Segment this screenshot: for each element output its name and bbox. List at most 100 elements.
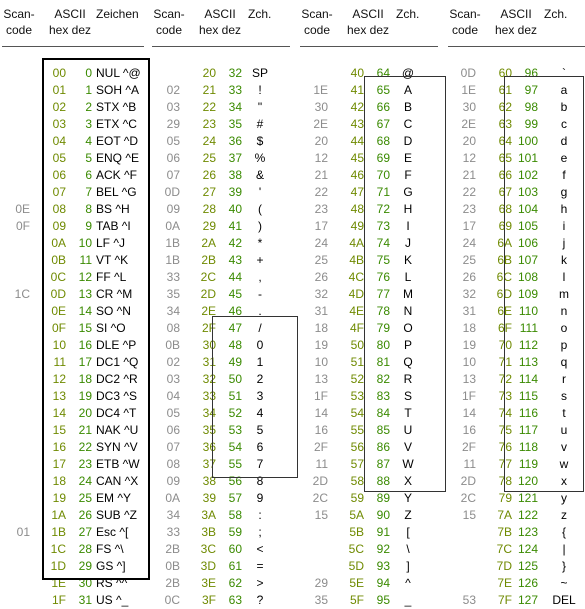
table-row: 29 23 35 # <box>150 115 298 133</box>
hex-value: 16 <box>52 440 66 454</box>
scan-code: 33 <box>166 525 180 539</box>
table-row: 0A 29 41) <box>150 217 298 235</box>
dec-value: 121 <box>517 491 538 505</box>
character: # <box>256 117 264 131</box>
dec-value: 55 <box>228 457 242 471</box>
character: 4 <box>256 406 264 420</box>
dec-value: 78 <box>376 304 390 318</box>
dec-value: 74 <box>376 236 390 250</box>
table-row: 24 4A 74 J <box>298 234 446 252</box>
table-row: 14 74 116 t <box>446 404 585 422</box>
dec-value: 2 <box>85 100 92 114</box>
scan-code: 09 <box>166 202 180 216</box>
table-row: 1C 0D 13 CR ^M <box>0 285 148 303</box>
hex-value: 5E <box>349 576 364 590</box>
scan-code: 02 <box>166 83 180 97</box>
hex-value: 15 <box>52 423 66 437</box>
character: i <box>562 219 566 233</box>
table-row: 1B 2B 43 + <box>150 251 298 269</box>
scan-code: 13 <box>462 372 476 386</box>
scan-code: 14 <box>462 406 476 420</box>
character: CAN ^X <box>96 474 139 488</box>
table-row: 2B 3C 60 < <box>150 540 298 558</box>
dec-value: 43 <box>228 253 242 267</box>
table-row: 53 7F 127 DEL <box>446 591 585 609</box>
character: BEL ^G <box>96 185 137 199</box>
dec-value: 69 <box>376 151 390 165</box>
character: - <box>258 287 262 301</box>
dec-value: 34 <box>228 100 242 114</box>
table-row: 2E 43 67 C <box>298 115 446 133</box>
scan-code: 08 <box>166 457 180 471</box>
hex-value: 0E <box>51 304 66 318</box>
dec-value: 123 <box>517 525 538 539</box>
hex-value: 5A <box>349 508 364 522</box>
table-row: 0A 10 LF ^J <box>0 234 148 252</box>
table-row: 7C 124 | <box>446 540 585 558</box>
scan-code: 1E <box>313 83 328 97</box>
table-row: 18 24 CAN ^X <box>0 472 148 490</box>
character: * <box>257 236 263 250</box>
hex-value: 61 <box>498 83 512 97</box>
table-row: 0F 09 9 TAB ^I <box>0 217 148 235</box>
dec-value: 81 <box>376 355 390 369</box>
scan-code: 23 <box>314 202 328 216</box>
dec-value: 85 <box>376 423 390 437</box>
character: r <box>562 372 566 386</box>
table-row: 03 3 ETX ^C <box>0 115 148 133</box>
hex-value: 2B <box>201 253 216 267</box>
hex-value: 2A <box>201 236 216 250</box>
table-row: 15 7A 122 z <box>446 506 585 524</box>
dec-value: 72 <box>376 202 390 216</box>
character: [ <box>406 525 410 539</box>
scan-code: 1B <box>165 236 180 250</box>
character: q <box>560 355 568 369</box>
character: b <box>560 100 568 114</box>
scan-code: 20 <box>462 134 476 148</box>
character: w <box>559 457 569 471</box>
character: STX ^B <box>96 100 137 114</box>
hex-value: 09 <box>52 219 66 233</box>
scan-code: 30 <box>314 100 328 114</box>
table-row: 0E 08 8 BS ^H <box>0 200 148 218</box>
character: & <box>255 168 264 182</box>
hex-value: 1A <box>51 508 66 522</box>
hex-value: 13 <box>52 389 66 403</box>
scan-code: 32 <box>314 287 328 301</box>
scan-code: 2E <box>313 117 328 131</box>
hex-value: 3E <box>201 576 216 590</box>
dec-value: 24 <box>78 474 92 488</box>
table-row: 00 0 NUL ^@ <box>0 64 148 82</box>
character: P <box>403 338 412 352</box>
hex-value: 65 <box>498 151 512 165</box>
dec-value: 15 <box>78 321 92 335</box>
dec-value: 8 <box>85 202 92 216</box>
character: } <box>561 559 566 573</box>
scan-code: 2C <box>312 491 328 505</box>
character: US ^_ <box>96 593 129 607</box>
header-rule <box>448 46 585 47</box>
dec-value: 70 <box>376 168 390 182</box>
scan-code: 0A <box>165 491 180 505</box>
dec-value: 45 <box>228 287 242 301</box>
table-row: 7E 126 ~ <box>446 574 585 592</box>
lowercase-box <box>504 76 584 492</box>
table-row: 02 21 33! <box>150 81 298 99</box>
scan-code: 1C <box>14 287 30 301</box>
table-row: 0C 3F 63? <box>150 591 298 609</box>
hex-value: 23 <box>202 117 216 131</box>
scan-code: 07 <box>166 168 180 182</box>
dec-value: 23 <box>78 457 92 471</box>
character: DC4 ^T <box>96 406 137 420</box>
hex-value: 4A <box>349 236 364 250</box>
character: VT ^K <box>96 253 129 267</box>
dec-value: 48 <box>228 338 242 352</box>
hex-value: 2C <box>200 270 216 284</box>
dec-value: 31 <box>78 593 92 607</box>
table-row: 31 4E 78 N <box>298 302 446 320</box>
dec-value: 124 <box>517 542 538 556</box>
dec-value: 66 <box>376 100 390 114</box>
table-row: 0D 60 96 ` <box>446 64 585 82</box>
scan-code: 2E <box>461 117 476 131</box>
scan-code: 0B <box>165 559 180 573</box>
